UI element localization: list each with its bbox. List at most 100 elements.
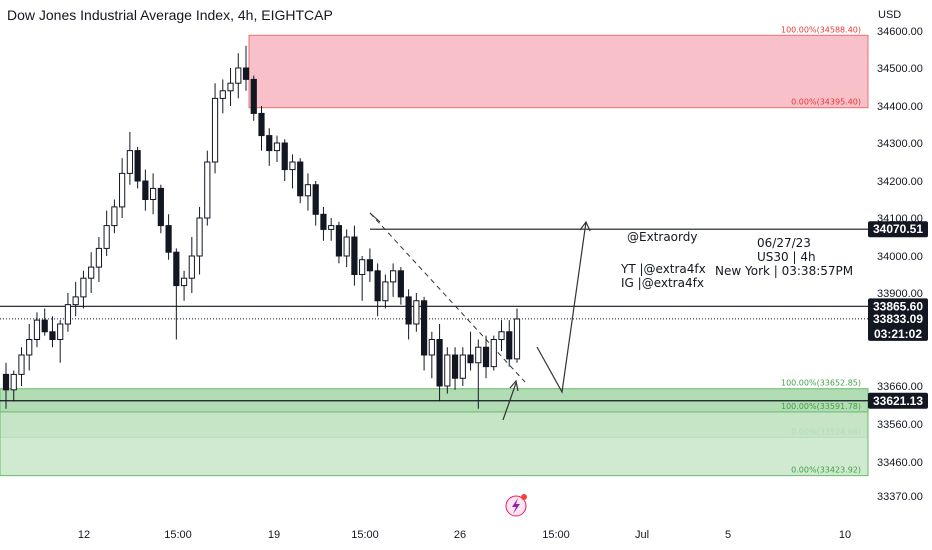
candle [475, 339, 482, 409]
candle [343, 229, 350, 268]
candle [57, 320, 64, 363]
candle [482, 335, 490, 379]
x-axis[interactable]: 12 15:00 19 15:00 26 15:00 Jul 5 10 [78, 529, 851, 541]
x-tick-label: Jul [635, 529, 649, 541]
candle [142, 169, 149, 211]
y-axis[interactable]: 34600.00 34500.00 34400.00 34300.00 34200.00… [877, 26, 923, 503]
candle [204, 150, 211, 226]
candle [41, 308, 48, 336]
y-tick-label: 34300.00 [877, 138, 923, 150]
currency-label: USD [878, 9, 901, 21]
lightning-icon[interactable] [505, 494, 527, 517]
candle [80, 270, 87, 309]
svg-text:03:21:02: 03:21:02 [874, 327, 922, 341]
y-tick-label: 34000.00 [877, 251, 923, 263]
candle [397, 267, 404, 305]
x-tick-label: 10 [839, 529, 851, 541]
candle [235, 53, 242, 99]
x-tick-label: 19 [268, 529, 280, 541]
up-arrow [502, 382, 517, 421]
x-tick-label: 15:00 [542, 529, 570, 541]
candle [180, 270, 188, 301]
candle [250, 75, 257, 121]
candle [459, 347, 466, 386]
candle [281, 139, 288, 181]
candle [173, 248, 180, 340]
svg-text:34070.51: 34070.51 [873, 222, 923, 236]
candles-layer [2, 45, 521, 409]
svg-text:33833.09: 33833.09 [873, 312, 923, 326]
candle [49, 316, 56, 348]
zone-bottom-label: 0.00%(34395.40) [791, 98, 861, 107]
candle [351, 225, 358, 286]
candle [227, 68, 234, 106]
svg-text:33621.13: 33621.13 [873, 394, 923, 408]
candle [211, 83, 219, 174]
x-tick-label: 15:00 [164, 529, 192, 541]
y-tick-label: 33460.00 [877, 457, 923, 469]
candle [420, 296, 428, 371]
zone-top-label: 100.00%(33591.78) [781, 402, 861, 411]
candle [390, 263, 397, 297]
candle [64, 293, 72, 332]
candle [513, 308, 521, 363]
candle [289, 154, 296, 189]
zone-top-label: 100.00%(34588.40) [781, 25, 861, 34]
candle [188, 237, 195, 293]
candle [382, 274, 389, 309]
candle [451, 347, 459, 390]
candle [428, 331, 435, 379]
candle [312, 181, 319, 226]
candle [126, 131, 133, 185]
candle [506, 320, 513, 367]
levels-layer [0, 228, 868, 402]
y-tick-label: 33900.00 [877, 288, 923, 300]
y-tick-label: 34200.00 [877, 176, 923, 188]
y-tick-label: 34400.00 [877, 101, 923, 113]
candle [304, 173, 312, 211]
candle [88, 252, 95, 293]
y-tick-label: 33370.00 [877, 491, 923, 503]
y-tick-label: 34500.00 [877, 63, 923, 75]
chart-title: Dow Jones Industrial Average Index, 4h, … [7, 7, 333, 23]
candle [111, 199, 118, 234]
price-tag: 33865.60 [868, 298, 928, 315]
candle [405, 289, 412, 340]
candle [366, 248, 373, 282]
zone-supply [248, 34, 869, 109]
ig-annotation: IG |@extra4fx [621, 276, 704, 290]
trendline-dashed-short [369, 212, 381, 223]
y-tick-label: 33560.00 [877, 419, 923, 431]
candle [26, 324, 33, 371]
candle [157, 184, 164, 234]
zones-layer: 100.00%(34588.40) 0.00%(34395.40) 100.00%(… [0, 25, 869, 477]
annotations-layer: @Extraordy YT |@extra4fx IG |@extra4fx 0… [620, 230, 853, 290]
zone-bottom-label: 0.00%(33423.92) [791, 466, 861, 475]
candle [258, 106, 265, 151]
candle [297, 158, 304, 204]
candle [10, 370, 17, 402]
candle [328, 218, 335, 241]
zone-demand-2 [0, 411, 869, 477]
x-tick-label: 15:00 [351, 529, 379, 541]
candle [374, 263, 381, 317]
up-arrowhead [509, 379, 519, 392]
candle [72, 281, 79, 317]
candle [266, 128, 273, 166]
candle [150, 173, 157, 215]
candle [134, 146, 141, 189]
candle [119, 158, 126, 218]
drawings-layer [369, 212, 591, 421]
candle [320, 206, 327, 241]
candle [18, 347, 25, 386]
candle [219, 79, 226, 114]
candle [467, 331, 474, 371]
zone-top-label: 100.00%(33652.85) [781, 379, 861, 388]
candle [444, 347, 451, 394]
candle [95, 237, 103, 282]
projection-arrowhead [579, 220, 591, 232]
candle [335, 221, 343, 264]
